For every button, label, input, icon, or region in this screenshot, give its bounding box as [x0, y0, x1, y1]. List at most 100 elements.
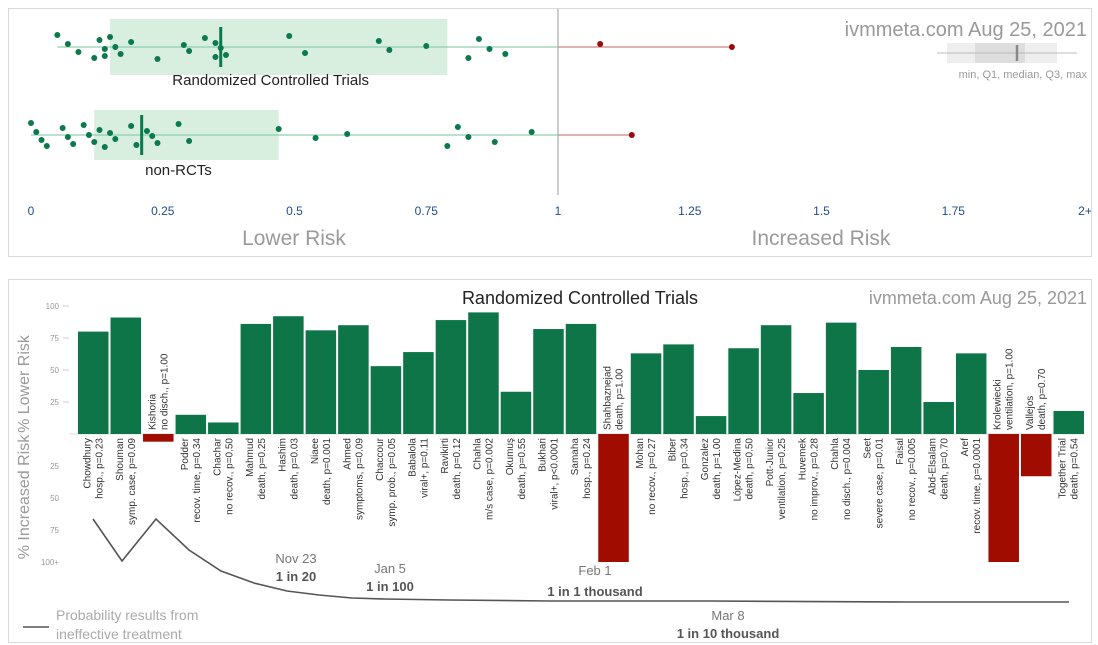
curve-legend-line-1: Probability results from [56, 607, 198, 623]
bar-study-label: Chahla [472, 438, 483, 470]
bar-study-label: Hashim [277, 438, 288, 472]
bar [663, 344, 694, 434]
chart-watermark: ivmmeta.com Aug 25, 2021 [869, 288, 1087, 308]
x-tick-label: 1.75 [942, 204, 966, 218]
data-point [59, 125, 66, 131]
data-point [91, 139, 98, 145]
bar [110, 317, 142, 434]
bar [825, 322, 857, 434]
data-point [128, 123, 135, 129]
bar-outcome-label: death, p=0.25 [257, 438, 268, 500]
bar-study-label: Seet [863, 438, 874, 459]
data-point [28, 120, 34, 126]
data-point [344, 131, 351, 137]
data-point [96, 37, 103, 43]
data-point [112, 44, 119, 50]
bar-study-label: Huvemek [798, 437, 809, 480]
increased-risk-label: Increased Risk [752, 227, 891, 250]
data-point [33, 129, 40, 135]
bar-study-label: Ahmed [342, 438, 353, 470]
data-point [107, 34, 114, 40]
data-point [286, 33, 293, 39]
bar-outcome-label: ventilation, p=1.00 [1005, 348, 1016, 430]
bar-outcome-label: symp. case, p=0.09 [127, 438, 138, 525]
bar-outcome-label: m/s case, p=0.002 [484, 438, 495, 520]
bar [338, 325, 369, 434]
bar-outcome-label: hosp., p=0.24 [582, 438, 593, 499]
bar-outcome-label: death, p=0.55 [517, 438, 528, 500]
bar-outcome-label: ventilation, p=0.25 [777, 438, 788, 520]
data-point [486, 46, 493, 52]
curve-legend-line-2: ineffective treatment [56, 626, 182, 642]
data-point [465, 134, 472, 140]
y-tick-lower: 100+ [41, 558, 59, 567]
data-point [386, 47, 393, 53]
curve-annotation-date: Jan 5 [374, 561, 406, 576]
data-point [217, 45, 224, 51]
box-legend-caption: min, Q1, median, Q3, max [959, 69, 1088, 81]
bar-outcome-label: no disch., p=1.00 [159, 353, 170, 430]
bar-study-label: Aref [960, 438, 971, 457]
data-point [212, 40, 219, 46]
probability-curve [92, 517, 1069, 603]
curve-annotation-label: 1 in 100 [366, 579, 414, 594]
data-point [423, 43, 430, 49]
curve-annotation-date: Mar 8 [711, 608, 744, 623]
data-point [143, 128, 150, 134]
bar-study-label: Chowdhury [82, 438, 93, 489]
bar-outcome-label: death, p=0.50 [745, 438, 756, 500]
bar-study-label: Chachar [212, 437, 223, 475]
bar-study-label: Samaha [570, 438, 581, 476]
data-point [491, 139, 498, 145]
bar-study-label: Babalola [407, 438, 418, 477]
data-point [149, 133, 156, 139]
bar [435, 320, 467, 434]
data-point [186, 48, 193, 54]
chart-watermark: ivmmeta.com Aug 25, 2021 [845, 19, 1087, 41]
bar-outcome-label: death, p=0.70 [1037, 368, 1048, 430]
bar-study-label: Vallejos [1025, 396, 1036, 430]
data-point [64, 41, 71, 47]
bar-study-label: Shouman [115, 438, 126, 481]
x-tick-label: 0.75 [415, 204, 439, 218]
data-point [212, 54, 219, 60]
data-point [64, 134, 71, 140]
bar-study-label: Abd-Elsalam [928, 438, 939, 495]
bar [630, 353, 662, 434]
bar-outcome-label: death, p=0.54 [1070, 438, 1081, 500]
data-point [133, 142, 140, 148]
y-tick-upper: 100 [46, 302, 60, 311]
series-label: non-RCTs [145, 162, 212, 179]
bar [988, 434, 1019, 562]
bar [500, 391, 532, 434]
bar-study-label: Niaee [310, 438, 321, 465]
data-point [80, 122, 87, 128]
lower-risk-label: Lower Risk [242, 227, 346, 250]
bar-outcome-label: viral+, p<0.0001 [549, 438, 560, 510]
data-point [275, 126, 282, 132]
bar-outcome-label: recov. time, p=0.34 [192, 438, 203, 523]
data-point [728, 44, 735, 50]
bar [273, 316, 304, 434]
bar-outcome-label: hosp., p=0.34 [680, 438, 691, 499]
bar [403, 352, 434, 434]
data-point [201, 35, 208, 41]
bar-outcome-label: death, p=0.001 [322, 438, 333, 505]
bar [955, 353, 987, 434]
bar-study-label: López-Medina [733, 438, 744, 502]
bar-study-label: Chaccour [375, 437, 386, 480]
y-tick-lower: 25 [50, 462, 59, 471]
curve-annotation-date: Feb 1 [578, 563, 611, 578]
rct-bar-chart: Randomized Controlled Trials ivmmeta.com… [16, 288, 1087, 642]
bar-study-label: Shahbaznejad [603, 366, 614, 430]
bar [598, 434, 629, 562]
data-point [502, 51, 509, 57]
bar-outcome-label: symp. prob., p=0.05 [387, 438, 398, 527]
curve-annotation-date: Nov 23 [275, 551, 316, 566]
bar-outcome-label: severe case, p=0.01 [875, 438, 886, 529]
bar [370, 366, 402, 434]
data-point [454, 124, 461, 130]
data-point [96, 127, 103, 133]
y-tick-upper: 75 [50, 334, 59, 343]
bar-study-label: Mahmud [245, 438, 256, 477]
